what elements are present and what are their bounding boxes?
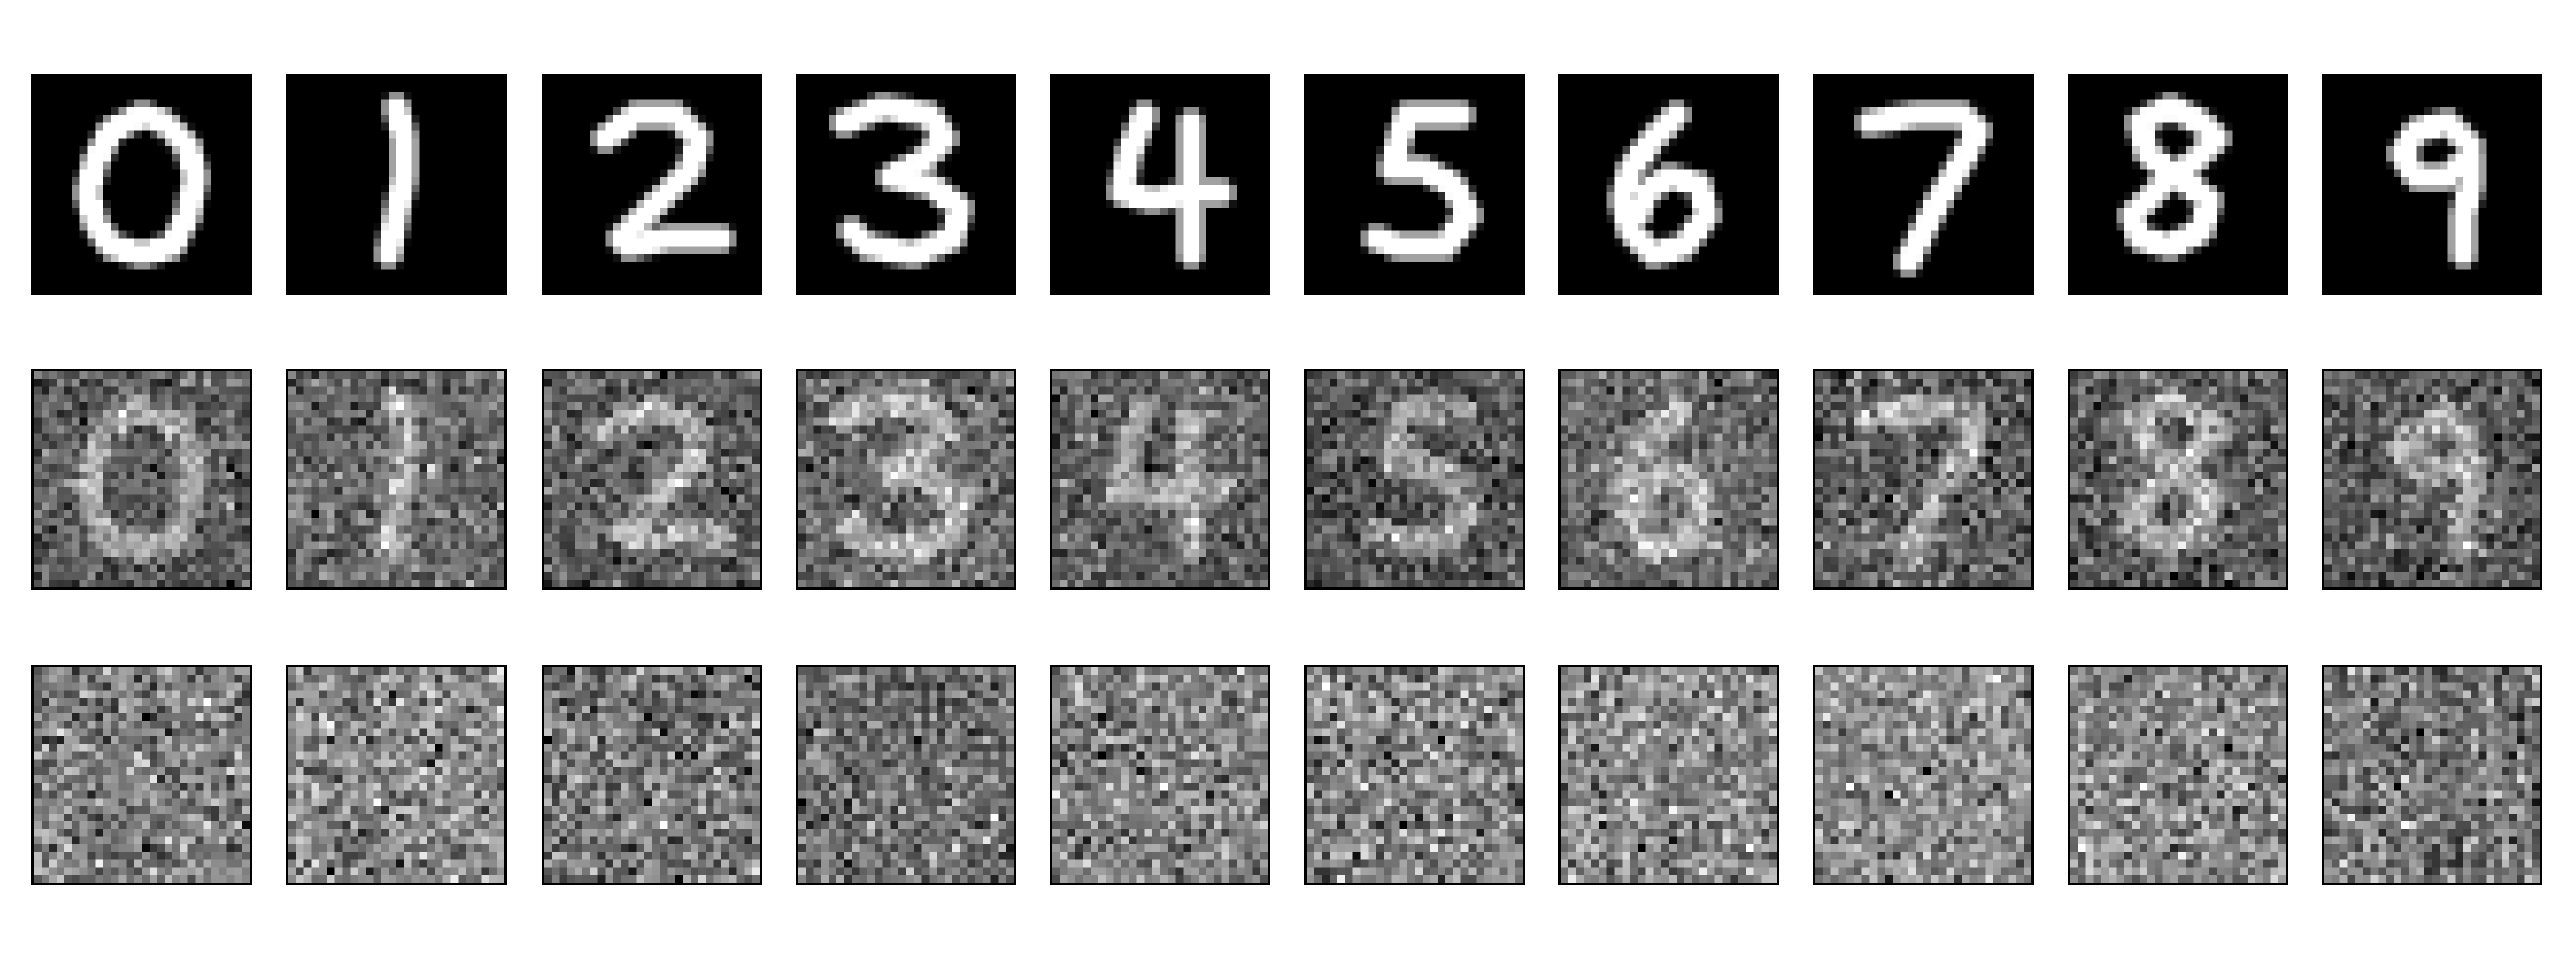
digit-4-pure-noise-image	[1050, 665, 1270, 885]
digit-0-noisy-image	[31, 369, 252, 590]
digit-8-clean-image	[2068, 74, 2288, 295]
digit-5-pure-noise-image	[1304, 665, 1525, 885]
digit-7-pure-noise-image	[1813, 665, 2034, 885]
digit-9-noisy-image	[2322, 369, 2542, 590]
digit-2-pure-noise-image	[542, 665, 762, 885]
digit-5-clean-image	[1304, 74, 1525, 295]
digit-9-pure-noise-image	[2322, 665, 2542, 885]
digit-1-clean-image	[286, 74, 507, 295]
digit-8-pure-noise-image	[2068, 665, 2288, 885]
digit-3-clean-image	[796, 74, 1016, 295]
digit-7-clean-image	[1813, 74, 2034, 295]
digit-1-pure-noise-image	[286, 665, 507, 885]
digit-8-noisy-image	[2068, 369, 2288, 590]
digit-2-noisy-image	[542, 369, 762, 590]
digit-3-pure-noise-image	[796, 665, 1016, 885]
digit-1-noisy-image	[286, 369, 507, 590]
digit-4-clean-image	[1050, 74, 1270, 295]
digit-0-pure-noise-image	[31, 665, 252, 885]
digit-7-noisy-image	[1813, 369, 2034, 590]
digit-6-pure-noise-image	[1558, 665, 1779, 885]
digit-2-clean-image	[542, 74, 762, 295]
digit-9-clean-image	[2322, 74, 2542, 295]
digit-0-clean-image	[31, 74, 252, 295]
digit-3-noisy-image	[796, 369, 1016, 590]
digit-4-noisy-image	[1050, 369, 1270, 590]
digit-6-noisy-image	[1558, 369, 1779, 590]
digit-6-clean-image	[1558, 74, 1779, 295]
digit-5-noisy-image	[1304, 369, 1525, 590]
